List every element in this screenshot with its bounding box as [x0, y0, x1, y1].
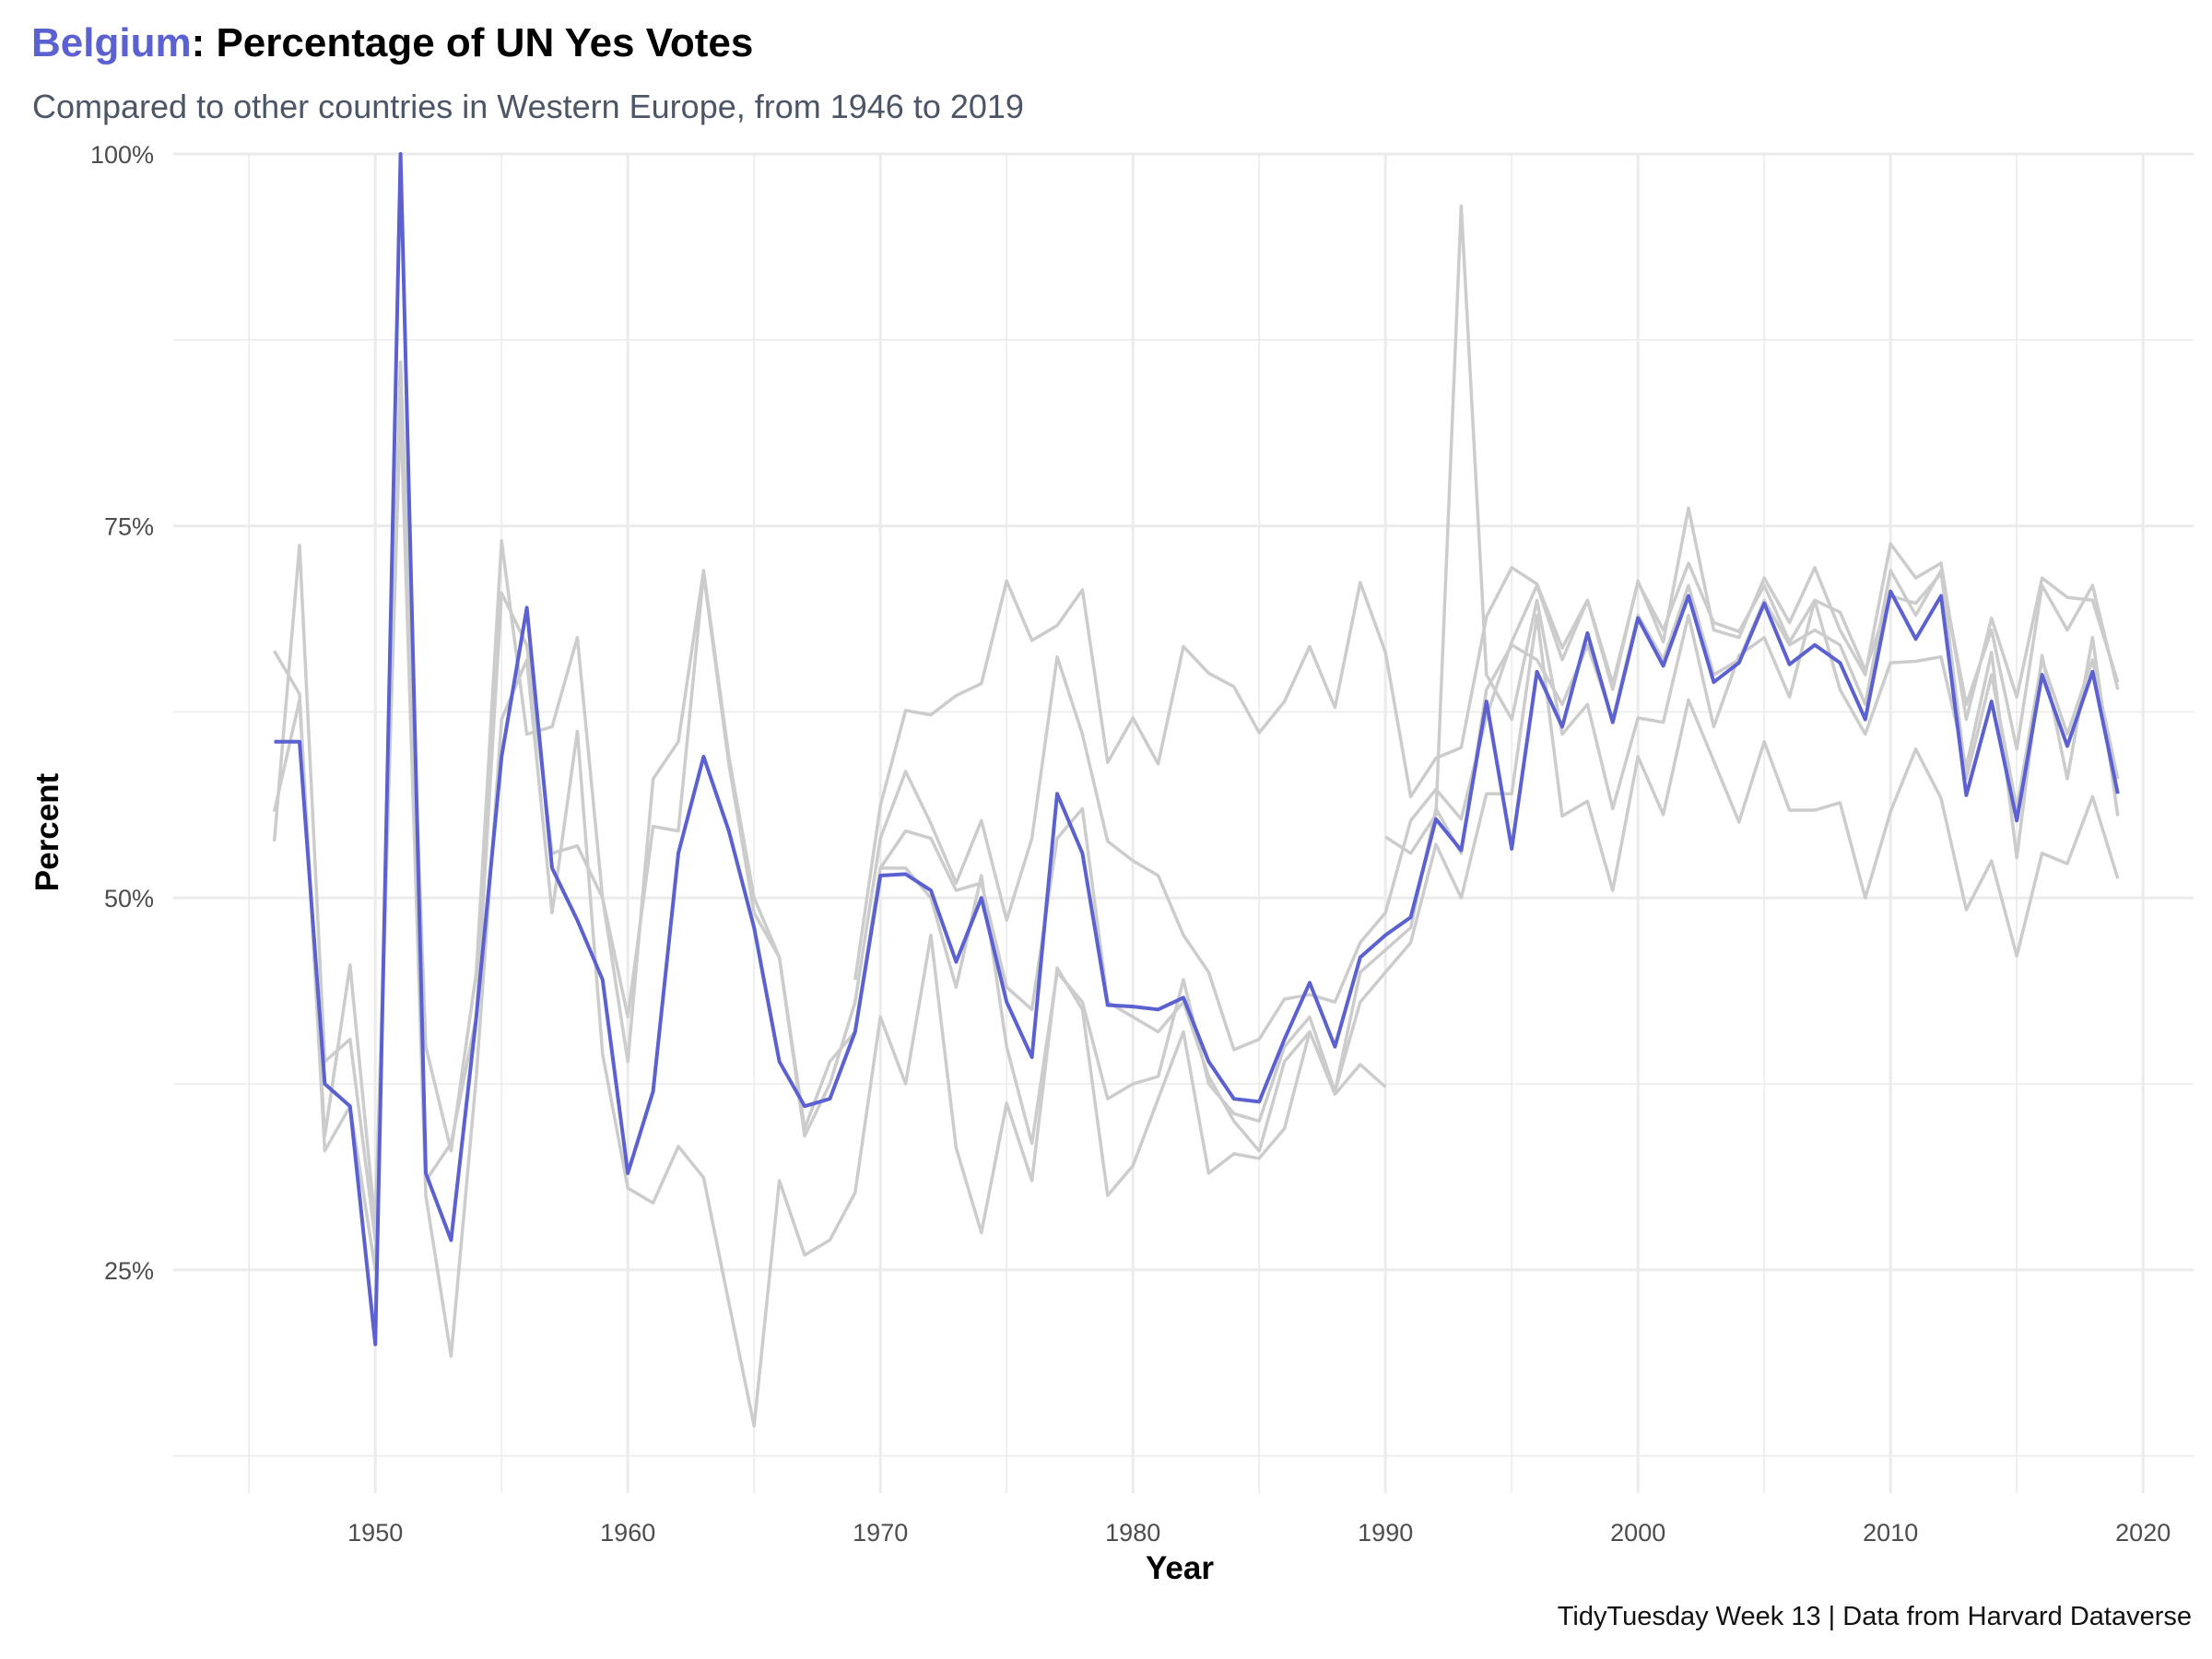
- x-tick-label: 1980: [1105, 1519, 1160, 1547]
- x-tick-label: 1970: [853, 1519, 908, 1547]
- chart-subtitle: Compared to other countries in Western E…: [32, 88, 1024, 125]
- other-countries-lines: [272, 204, 2120, 1429]
- x-tick-label: 1990: [1358, 1519, 1413, 1547]
- y-axis-title: Percent: [29, 772, 65, 891]
- title-rest: : Percentage of UN Yes Votes: [191, 20, 754, 65]
- y-tick-label: 50%: [104, 885, 154, 912]
- y-tick-label: 75%: [104, 513, 154, 541]
- x-axis-title: Year: [1146, 1550, 1214, 1586]
- other-country-line: [880, 613, 2120, 1146]
- x-tick-label: 2000: [1610, 1519, 1665, 1547]
- other-country-line: [853, 561, 2120, 981]
- highlight-country-line: [274, 152, 2120, 1347]
- other-country-line: [1384, 204, 2120, 860]
- x-axis-ticks: 1950 1960 1970 1980 1990 2000 2010 2020: [347, 1519, 2171, 1547]
- other-country-line: [272, 405, 1387, 1429]
- other-country-line: [272, 360, 2120, 1242]
- x-tick-label: 1960: [600, 1519, 655, 1547]
- x-tick-label: 2010: [1863, 1519, 1918, 1547]
- x-tick-label: 2020: [2115, 1519, 2171, 1547]
- y-tick-label: 25%: [104, 1257, 154, 1285]
- grid-major: [173, 152, 2194, 1493]
- y-axis-ticks: 25% 50% 75% 100%: [90, 141, 154, 1285]
- chart-caption: TidyTuesday Week 13 | Data from Harvard …: [1557, 1602, 2192, 1631]
- x-tick-label: 1950: [347, 1519, 403, 1547]
- chart-title: Belgium: Percentage of UN Yes Votes: [31, 20, 753, 66]
- belgium-line: [274, 152, 2120, 1347]
- title-highlight-country: Belgium: [31, 20, 192, 65]
- other-country-line: [273, 360, 2120, 1272]
- y-tick-label: 100%: [90, 141, 154, 169]
